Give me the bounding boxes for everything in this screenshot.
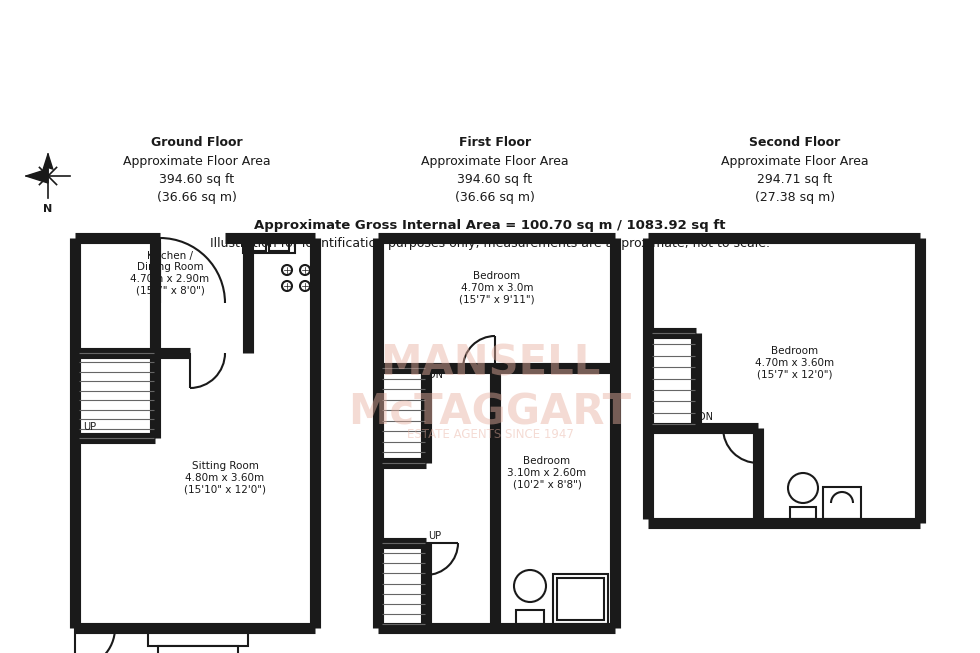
Text: Approximate Floor Area: Approximate Floor Area — [721, 155, 869, 168]
Text: Ground Floor: Ground Floor — [151, 136, 243, 150]
Bar — [246, 243, 266, 251]
Text: Approximate Gross Internal Area = 100.70 sq m / 1083.92 sq ft: Approximate Gross Internal Area = 100.70… — [254, 219, 726, 232]
Text: 394.60 sq ft: 394.60 sq ft — [160, 172, 234, 185]
Text: Bedroom
3.10m x 2.60m
(10'2" x 8'8"): Bedroom 3.10m x 2.60m (10'2" x 8'8") — [508, 456, 587, 490]
Text: (27.38 sq m): (27.38 sq m) — [755, 191, 835, 204]
Bar — [148, 628, 248, 646]
Text: Approximate Floor Area: Approximate Floor Area — [123, 155, 270, 168]
Bar — [553, 574, 608, 624]
Text: Kitchen /
Dining Room
4.70m x 2.90m
(15'7" x 8'0"): Kitchen / Dining Room 4.70m x 2.90m (15'… — [130, 251, 210, 295]
Text: Second Floor: Second Floor — [750, 136, 841, 150]
Text: 394.60 sq ft: 394.60 sq ft — [458, 172, 532, 185]
Text: ESTATE AGENTS SINCE 1947: ESTATE AGENTS SINCE 1947 — [407, 428, 573, 441]
Bar — [269, 243, 289, 251]
Text: UP: UP — [428, 531, 441, 541]
Text: 294.71 sq ft: 294.71 sq ft — [758, 172, 833, 185]
Bar — [243, 241, 295, 253]
Polygon shape — [41, 154, 55, 176]
Bar — [790, 507, 816, 519]
Bar — [516, 610, 544, 624]
Text: Approximate Floor Area: Approximate Floor Area — [421, 155, 568, 168]
Text: MANSELL
McTAGGART: MANSELL McTAGGART — [349, 343, 631, 434]
Bar — [557, 578, 604, 620]
Text: (36.66 sq m): (36.66 sq m) — [455, 191, 535, 204]
Polygon shape — [41, 176, 55, 198]
Text: Sitting Room
4.80m x 3.60m
(15'10" x 12'0"): Sitting Room 4.80m x 3.60m (15'10" x 12'… — [184, 462, 266, 494]
Bar — [823, 487, 861, 519]
Text: DN: DN — [428, 370, 443, 380]
Text: First Floor: First Floor — [459, 136, 531, 150]
Bar — [158, 646, 238, 653]
Text: DN: DN — [698, 412, 713, 422]
Polygon shape — [26, 169, 48, 183]
Polygon shape — [48, 169, 70, 183]
Text: Illustration for identification purposes only, measurements are approximate, not: Illustration for identification purposes… — [210, 238, 770, 251]
Text: (36.66 sq m): (36.66 sq m) — [157, 191, 237, 204]
Text: Bedroom
4.70m x 3.60m
(15'7" x 12'0"): Bedroom 4.70m x 3.60m (15'7" x 12'0") — [756, 346, 835, 379]
Text: N: N — [43, 204, 53, 214]
Text: UP: UP — [83, 422, 96, 432]
Text: Bedroom
4.70m x 3.0m
(15'7" x 9'11"): Bedroom 4.70m x 3.0m (15'7" x 9'11") — [460, 272, 535, 304]
